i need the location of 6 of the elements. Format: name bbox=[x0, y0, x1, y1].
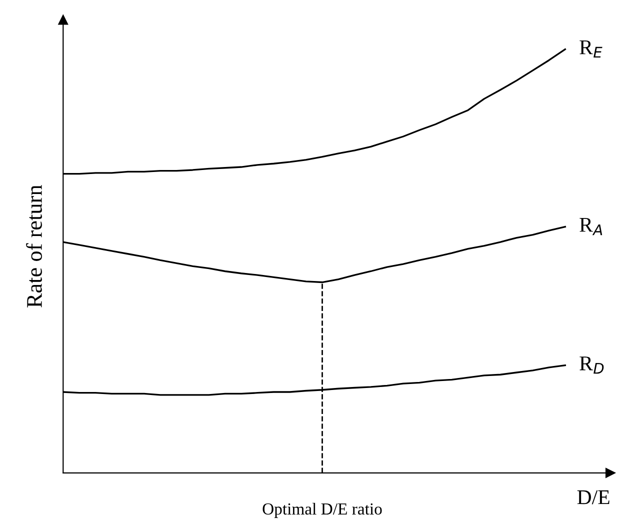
x-axis-title: D/E bbox=[577, 490, 610, 504]
text: Optimal D/E ratio bbox=[262, 502, 382, 518]
series-label: R$_{D}$ bbox=[580, 356, 604, 374]
series-label: R$_{E}$ bbox=[580, 40, 602, 58]
y-axis-title: Rate of return bbox=[26, 185, 42, 308]
series-label: R$_{A}$ bbox=[580, 218, 602, 236]
